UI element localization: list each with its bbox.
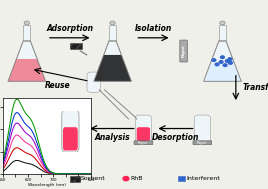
Polygon shape (8, 59, 46, 81)
FancyBboxPatch shape (63, 127, 78, 150)
Text: Magnet: Magnet (197, 141, 207, 145)
Text: Interferent: Interferent (186, 176, 220, 181)
FancyBboxPatch shape (135, 115, 151, 142)
Text: Analysis: Analysis (94, 133, 130, 142)
Bar (70, 176, 80, 182)
Circle shape (228, 58, 232, 60)
Circle shape (220, 21, 225, 25)
Circle shape (225, 60, 229, 62)
FancyBboxPatch shape (62, 110, 79, 152)
Text: RhB: RhB (130, 176, 143, 181)
Polygon shape (109, 25, 116, 41)
Polygon shape (94, 41, 131, 81)
Circle shape (221, 56, 224, 59)
Polygon shape (219, 25, 226, 41)
X-axis label: Wavelength (nm): Wavelength (nm) (28, 184, 66, 187)
FancyBboxPatch shape (193, 141, 212, 145)
Text: Reuse: Reuse (45, 81, 70, 90)
Text: Transfer: Transfer (243, 83, 268, 92)
Text: Desorption: Desorption (152, 133, 199, 142)
Circle shape (219, 61, 223, 63)
Text: Sorbent: Sorbent (81, 176, 106, 181)
Circle shape (123, 177, 129, 181)
Polygon shape (8, 41, 46, 81)
Circle shape (212, 59, 216, 61)
Circle shape (110, 21, 115, 25)
FancyBboxPatch shape (137, 127, 150, 141)
FancyBboxPatch shape (134, 141, 153, 145)
FancyBboxPatch shape (87, 72, 100, 92)
Circle shape (223, 64, 227, 67)
Polygon shape (94, 55, 131, 81)
FancyBboxPatch shape (180, 40, 187, 62)
Circle shape (229, 62, 232, 64)
Circle shape (215, 63, 219, 66)
Text: Adsorption: Adsorption (46, 24, 93, 33)
Bar (178, 176, 185, 181)
FancyBboxPatch shape (194, 115, 210, 142)
Polygon shape (23, 25, 30, 41)
Polygon shape (204, 63, 241, 81)
Polygon shape (204, 41, 241, 81)
Text: Magnet: Magnet (138, 141, 148, 145)
Bar (70, 43, 82, 49)
Text: Isolation: Isolation (135, 24, 172, 33)
Text: Magnet: Magnet (182, 45, 185, 57)
Circle shape (24, 21, 29, 25)
